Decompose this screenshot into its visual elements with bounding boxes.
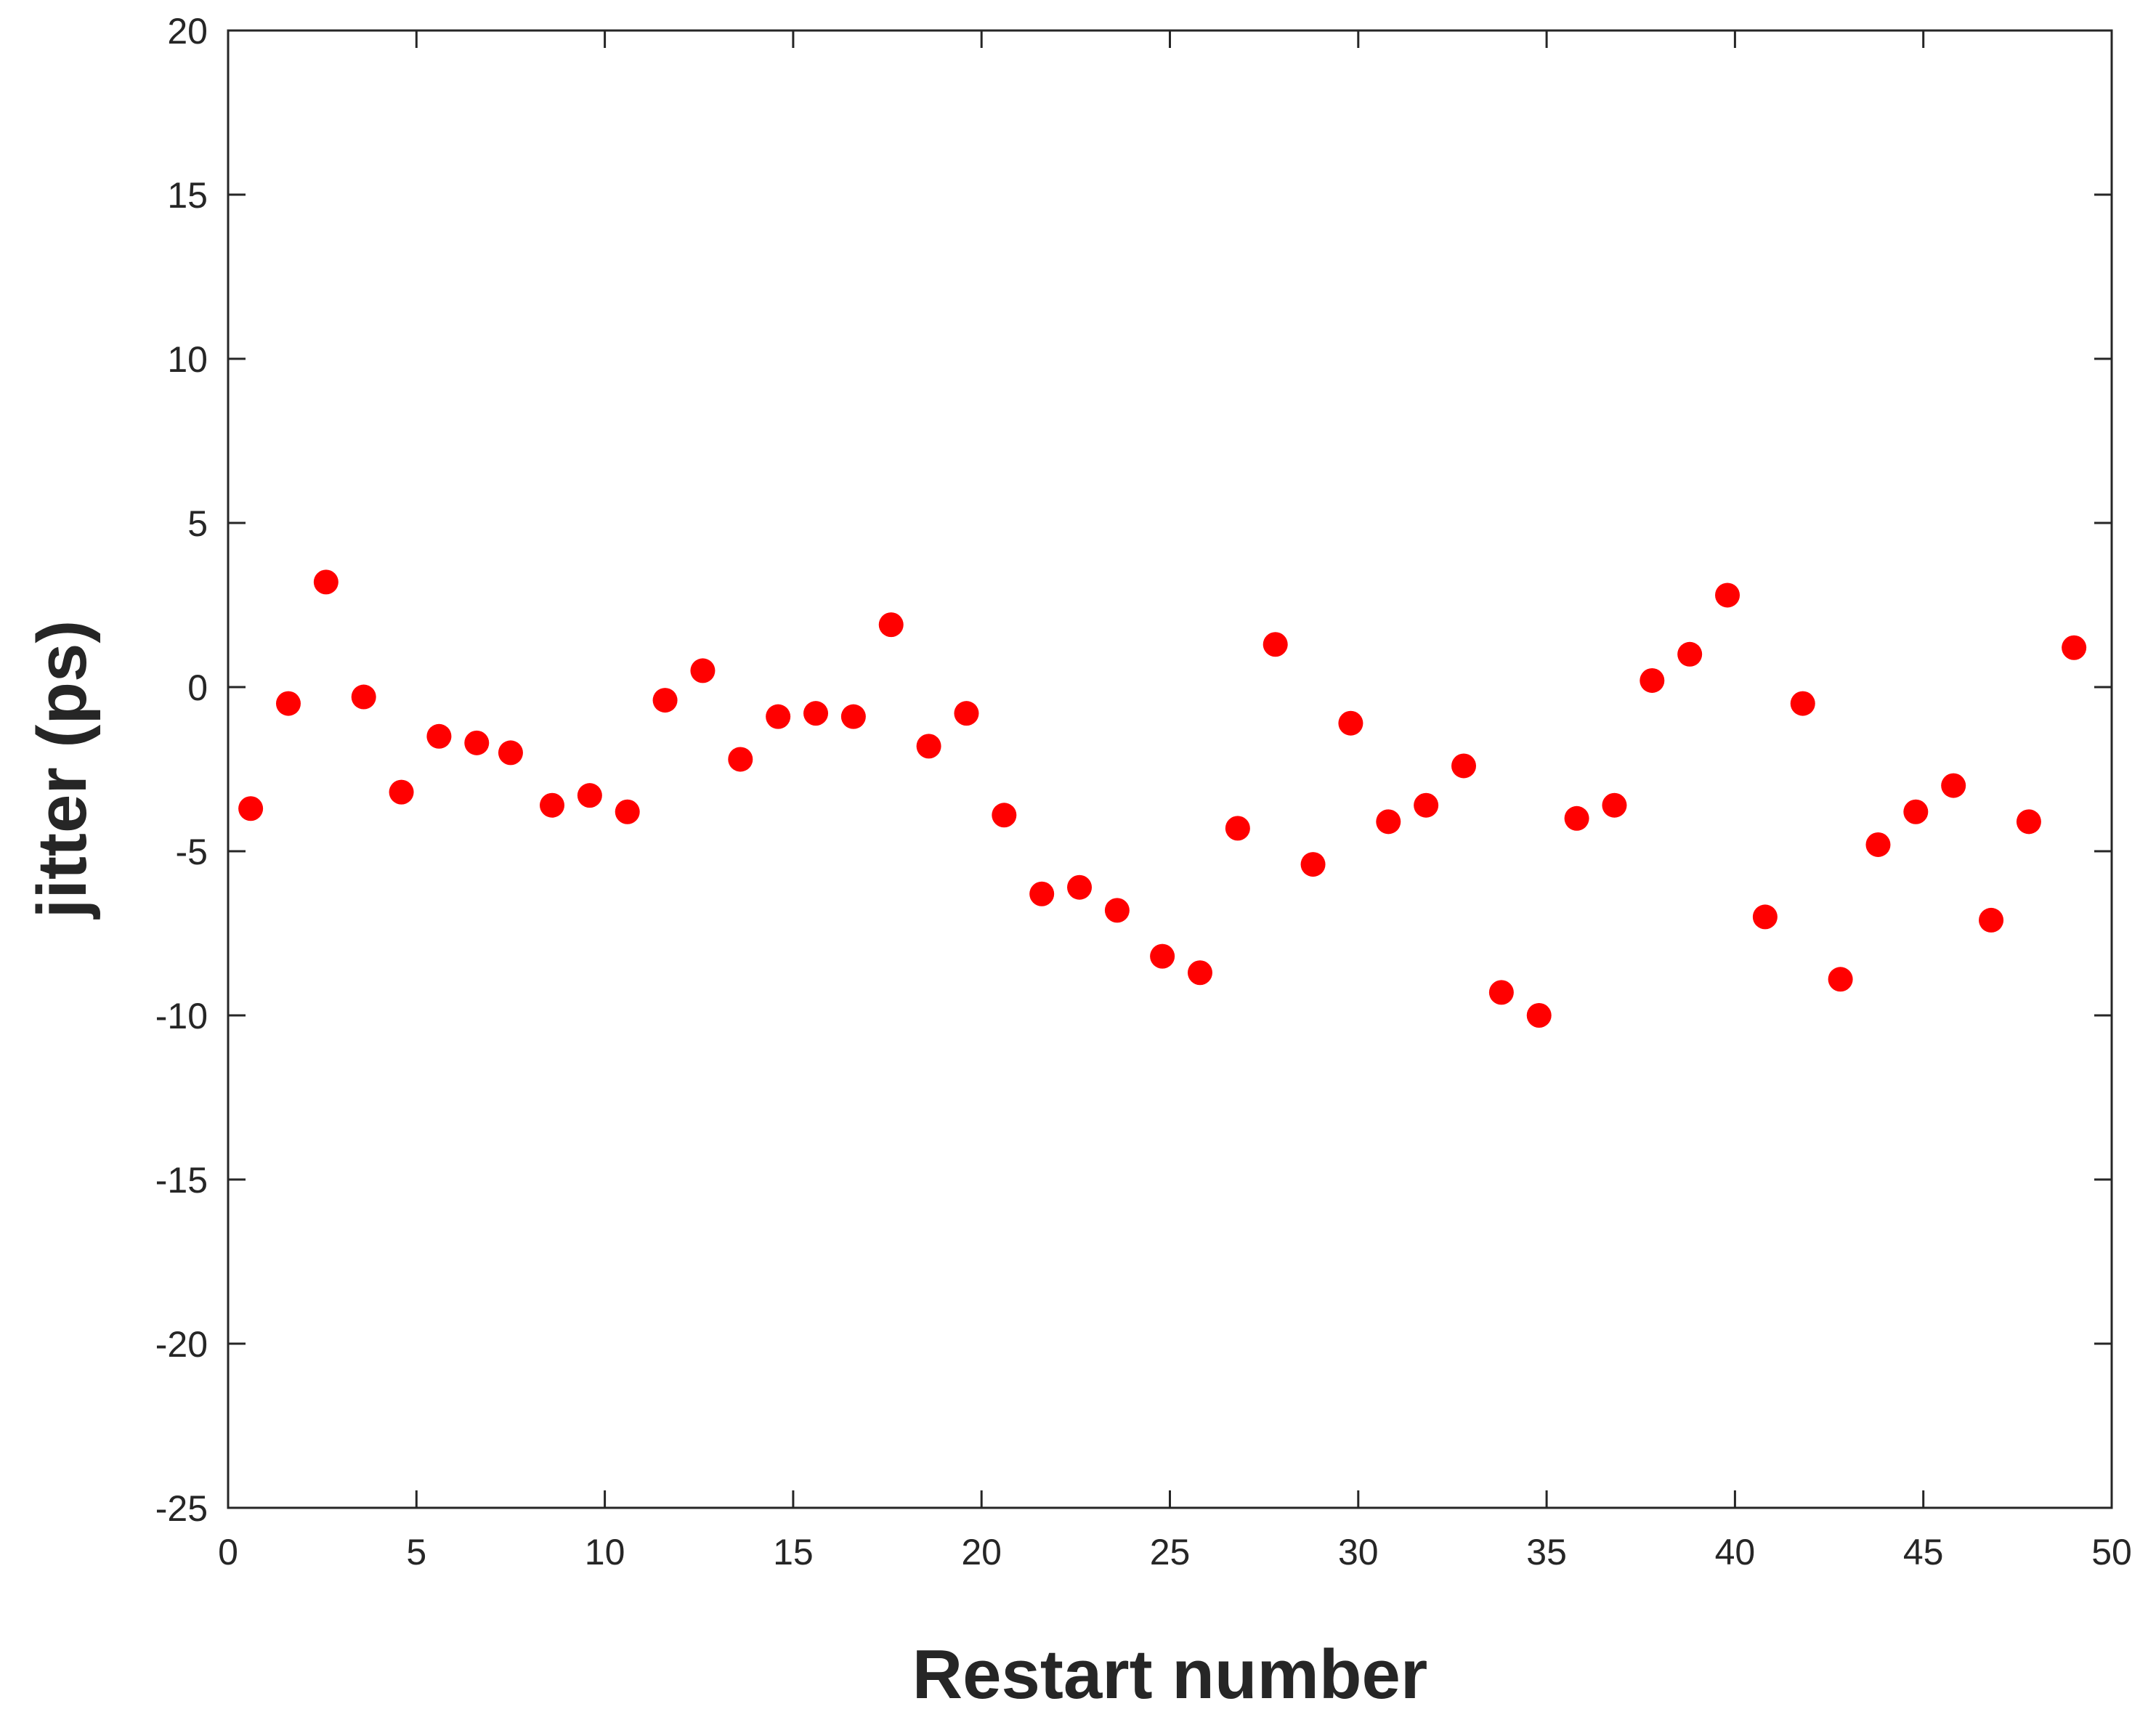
data-point xyxy=(1451,753,1477,779)
y-tick-label: 15 xyxy=(167,175,208,216)
data-point xyxy=(1865,832,1891,857)
x-tick-label: 5 xyxy=(406,1532,426,1572)
x-tick-label: 10 xyxy=(585,1532,625,1572)
x-tick-label: 20 xyxy=(961,1532,1002,1572)
data-point xyxy=(426,723,452,749)
data-point xyxy=(1941,773,1966,798)
y-tick-label: -15 xyxy=(155,1160,208,1201)
data-point xyxy=(238,796,264,821)
data-point xyxy=(916,734,941,759)
data-point xyxy=(464,730,490,755)
data-point xyxy=(1790,691,1815,716)
x-tick-label: 15 xyxy=(773,1532,814,1572)
data-point xyxy=(1187,960,1212,986)
y-tick-label: 0 xyxy=(187,667,208,708)
data-point xyxy=(1979,907,2004,933)
y-axis-label: jitter (ps) xyxy=(23,620,101,920)
data-point xyxy=(878,612,904,638)
data-point xyxy=(1029,881,1055,906)
data-point xyxy=(577,783,602,808)
y-tick-label: -5 xyxy=(176,832,208,872)
y-tick-label: 10 xyxy=(167,339,208,380)
data-point xyxy=(389,779,414,805)
data-point xyxy=(1376,809,1401,835)
data-point xyxy=(652,688,678,713)
data-point xyxy=(351,684,376,710)
x-tick-label: 0 xyxy=(218,1532,238,1572)
data-point xyxy=(615,799,640,824)
data-point xyxy=(1338,710,1363,736)
data-point xyxy=(1526,1003,1552,1028)
data-point xyxy=(1752,904,1778,930)
plot-area-frame xyxy=(227,29,2113,1509)
data-point xyxy=(1828,967,1853,992)
data-point xyxy=(498,740,523,766)
x-tick-label: 25 xyxy=(1150,1532,1191,1572)
data-point xyxy=(992,803,1017,828)
data-point xyxy=(1903,799,1929,824)
data-point xyxy=(1067,874,1093,900)
data-point xyxy=(1488,980,1514,1005)
data-point xyxy=(1640,667,1665,693)
data-point xyxy=(2062,635,2087,660)
data-point xyxy=(766,704,791,729)
x-tick-label: 50 xyxy=(2091,1532,2132,1572)
data-point xyxy=(690,658,716,683)
x-axis-label: Restart number xyxy=(912,1636,1428,1713)
y-tick-label: 5 xyxy=(187,503,208,544)
data-point xyxy=(1225,816,1250,841)
data-point xyxy=(539,792,564,818)
data-point xyxy=(1263,632,1288,657)
data-point xyxy=(803,701,829,726)
y-axis-ticks: 20 15 10 5 0 -5 -10 -15 -20 -25 xyxy=(155,11,2112,1529)
data-point xyxy=(313,569,339,595)
data-point xyxy=(275,691,301,716)
data-point xyxy=(1715,583,1740,608)
y-tick-label: -10 xyxy=(155,996,208,1036)
data-point xyxy=(954,701,979,726)
data-point xyxy=(840,704,866,729)
x-axis-ticks: 0 5 10 15 20 25 30 35 40 45 50 xyxy=(218,31,2132,1572)
y-tick-label: -20 xyxy=(155,1324,208,1365)
data-points xyxy=(238,569,2087,1028)
y-tick-label: 20 xyxy=(167,11,208,52)
x-tick-label: 40 xyxy=(1715,1532,1756,1572)
data-point xyxy=(1564,805,1589,831)
data-point xyxy=(1677,641,1703,667)
x-tick-label: 30 xyxy=(1338,1532,1379,1572)
y-tick-label: -25 xyxy=(155,1488,208,1529)
data-point xyxy=(728,747,753,772)
data-point xyxy=(1602,792,1627,818)
x-tick-label: 45 xyxy=(1903,1532,1944,1572)
data-point xyxy=(2016,809,2041,835)
data-point xyxy=(1414,792,1439,818)
data-point xyxy=(1104,898,1130,923)
data-point xyxy=(1300,852,1326,877)
x-tick-label: 35 xyxy=(1526,1532,1567,1572)
data-point xyxy=(1150,943,1175,969)
